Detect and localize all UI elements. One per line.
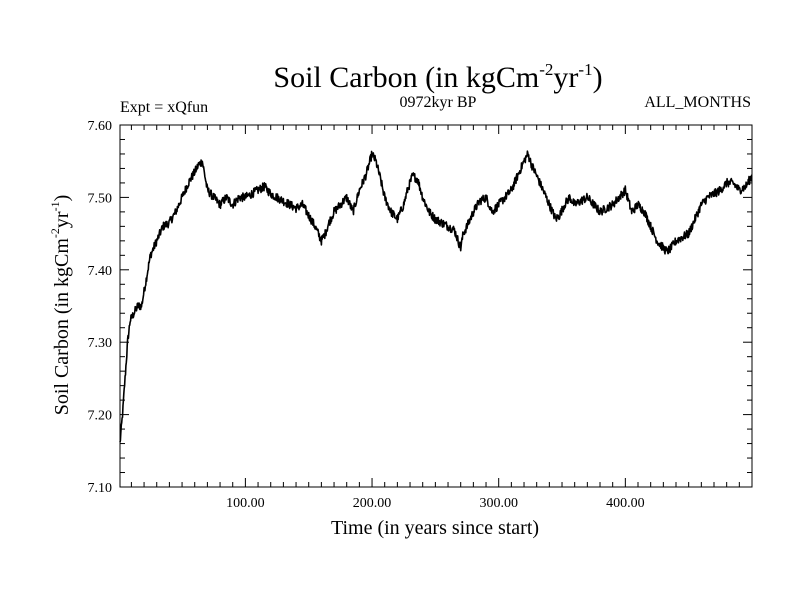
- x-tick-label: 100.00: [226, 496, 265, 511]
- chart-title: Soil Carbon (in kgCm-2yr-1): [273, 60, 602, 94]
- plot-border: [119, 124, 753, 488]
- y-tick-label: 7.50: [88, 191, 113, 206]
- y-tick-label: 7.20: [88, 409, 113, 424]
- chart-subtitle: 0972kyr BP: [400, 94, 477, 111]
- series-layer: [119, 150, 753, 443]
- y-tick-label: 7.30: [88, 336, 113, 351]
- y-tick-label: 7.40: [88, 264, 113, 279]
- axis-ticks: 100.00 200.00 300.00 400.00 7.10 7.20 7.30 7.40…: [88, 119, 752, 511]
- x-axis-label: Time (in years since start): [331, 517, 539, 539]
- y-axis-label: Soil Carbon (in kgCm-2yr-1): [48, 195, 73, 416]
- x-tick-label: 300.00: [479, 496, 518, 511]
- experiment-label: Expt = xQfun: [120, 99, 208, 116]
- x-tick-label: 400.00: [606, 496, 645, 511]
- series-line-soil-carbon: [119, 150, 753, 443]
- y-tick-label: 7.60: [88, 119, 113, 134]
- months-label: ALL_MONTHS: [644, 94, 751, 111]
- plot-frame: [119, 124, 753, 488]
- y-tick-label: 7.10: [88, 481, 113, 496]
- x-tick-label: 200.00: [353, 496, 392, 511]
